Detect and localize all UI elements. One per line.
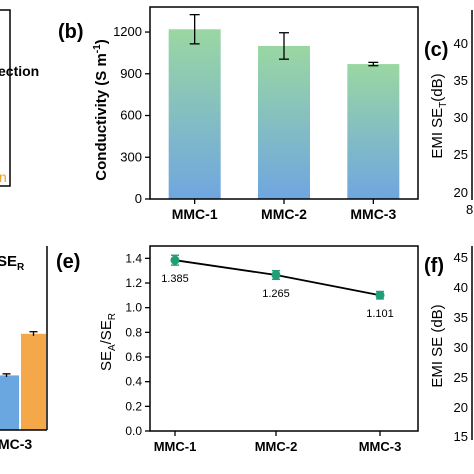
panel-d-header-main: SE — [0, 253, 17, 270]
panel-a: ection n — [0, 9, 39, 187]
panel-b: (b) Conductivity (S m-1) 03006009001200 … — [58, 6, 419, 222]
bar — [347, 64, 400, 199]
panel-b-ylabel: Conductivity (S m-1) — [92, 39, 110, 180]
y-tick-label: 600 — [120, 108, 142, 123]
y-tick-label: 900 — [120, 66, 142, 81]
panel-e-ylabel-mid: /SE — [98, 320, 115, 344]
x-tick-label: MMC-1 — [172, 206, 218, 222]
y-tick-label: 0 — [135, 191, 142, 206]
bar — [168, 29, 221, 200]
panel-c-ytick: 20 — [454, 185, 468, 200]
panel-f-ytick: 20 — [454, 400, 468, 415]
bar — [21, 333, 46, 430]
panel-f-label: (f) — [424, 255, 444, 277]
panel-c-xtick-partial: 8 — [466, 202, 473, 217]
panel-e-x-axis: MMC-1 MMC-2 MMC-3 — [154, 431, 402, 454]
y-tick-label: 1.0 — [125, 301, 142, 315]
panel-e-ylabel-sub-a: A — [107, 344, 118, 351]
panel-c-label: (c) — [424, 39, 448, 61]
panel-d-header: SER — [0, 253, 25, 273]
panel-b-ylabel-sup: -1 — [92, 44, 103, 53]
panel-d-header-sub: R — [17, 262, 25, 273]
panel-f-ytick: 25 — [454, 370, 468, 385]
data-point — [375, 290, 385, 300]
bar — [258, 45, 310, 200]
y-tick-label: 0.8 — [125, 325, 142, 339]
panel-b-x-axis: MMC-1 MMC-2 MMC-3 — [172, 199, 396, 222]
y-tick-label: 0.2 — [125, 399, 142, 413]
panel-b-ylabel-close: ) — [93, 39, 110, 44]
panel-c-ylabel-unit: (dB) — [429, 73, 446, 101]
panel-c-ylabel-main: EMI SE — [429, 108, 446, 159]
panel-f-ytick: 45 — [454, 250, 468, 265]
panel-f-ytick: 30 — [454, 340, 468, 355]
panel-e-frame — [149, 245, 419, 432]
data-label: 1.385 — [161, 273, 189, 285]
panel-a-frame — [0, 9, 11, 187]
panel-b-bars — [168, 14, 400, 200]
panel-b-ylabel-main: Conductivity (S m — [93, 53, 110, 181]
panel-e-ylabel-sub-r: R — [107, 313, 118, 320]
x-tick-label: MMC-3 — [350, 206, 396, 222]
data-point — [271, 270, 281, 280]
panel-f: (f) EMI SE (dB) 45 40 35 30 25 20 15 — [424, 246, 473, 444]
y-tick-label: 300 — [120, 149, 142, 164]
panel-b-y-axis: 0 300 600 900 1200 — [113, 24, 150, 206]
panel-c-ytick: 35 — [454, 73, 468, 88]
x-tick-label: MMC-1 — [154, 439, 197, 454]
panel-d-bars — [0, 331, 46, 430]
x-tick-label: MMC-2 — [255, 439, 298, 454]
y-tick-label: 0.0 — [125, 424, 142, 438]
panel-b-frame — [149, 6, 419, 200]
y-tick-label: 0.6 — [125, 350, 142, 364]
panel-c-ytick: 40 — [454, 36, 468, 51]
panel-f-ytick: 40 — [454, 280, 468, 295]
panel-e: (e) SEA/SER 1.385 1.265 1.101 0.0 0.2 0.4 0.6… — [56, 245, 419, 454]
panel-f-ytick: 35 — [454, 310, 468, 325]
y-tick-label: 1.2 — [125, 276, 142, 290]
panel-a-legend-glyph: n — [0, 169, 7, 185]
data-label: 1.101 — [366, 308, 394, 320]
panel-e-label: (e) — [56, 251, 80, 273]
panel-c: (c) EMI SET(dB) 40 35 30 25 20 8 — [424, 10, 473, 217]
y-tick-label: 1200 — [113, 24, 142, 39]
panel-c-ylabel: EMI SET(dB) — [429, 73, 449, 158]
panel-d-xtick-partial: MC-3 — [0, 436, 32, 452]
bar — [0, 375, 19, 430]
panel-b-label: (b) — [58, 21, 84, 43]
panel-c-y-ticks: 40 35 30 25 20 — [454, 36, 468, 200]
panel-e-ylabel: SEA/SER — [98, 313, 118, 371]
y-tick-label: 0.4 — [125, 375, 142, 389]
panel-f-ylabel: EMI SE (dB) — [429, 304, 446, 387]
x-tick-label: MMC-2 — [261, 206, 307, 222]
panel-a-legend-text: ection — [0, 63, 39, 79]
y-tick-label: 1.4 — [125, 251, 142, 265]
panel-c-ylabel-sub: T — [438, 102, 449, 108]
panel-e-y-axis: 0.0 0.2 0.4 0.6 0.8 1.0 1.2 1.4 — [125, 251, 150, 438]
panel-d: SER MC-3 — [0, 246, 48, 452]
panel-e-ylabel-se: SE — [98, 351, 115, 371]
panel-c-ytick: 30 — [454, 110, 468, 125]
panel-f-ytick: 15 — [454, 429, 468, 444]
data-point — [170, 255, 180, 265]
panel-c-ytick: 25 — [454, 147, 468, 162]
panel-e-plot: 1.385 1.265 1.101 — [161, 254, 394, 320]
panel-f-y-ticks: 45 40 35 30 25 20 15 — [454, 250, 468, 444]
x-tick-label: MMC-3 — [359, 439, 402, 454]
data-label: 1.265 — [262, 288, 290, 300]
